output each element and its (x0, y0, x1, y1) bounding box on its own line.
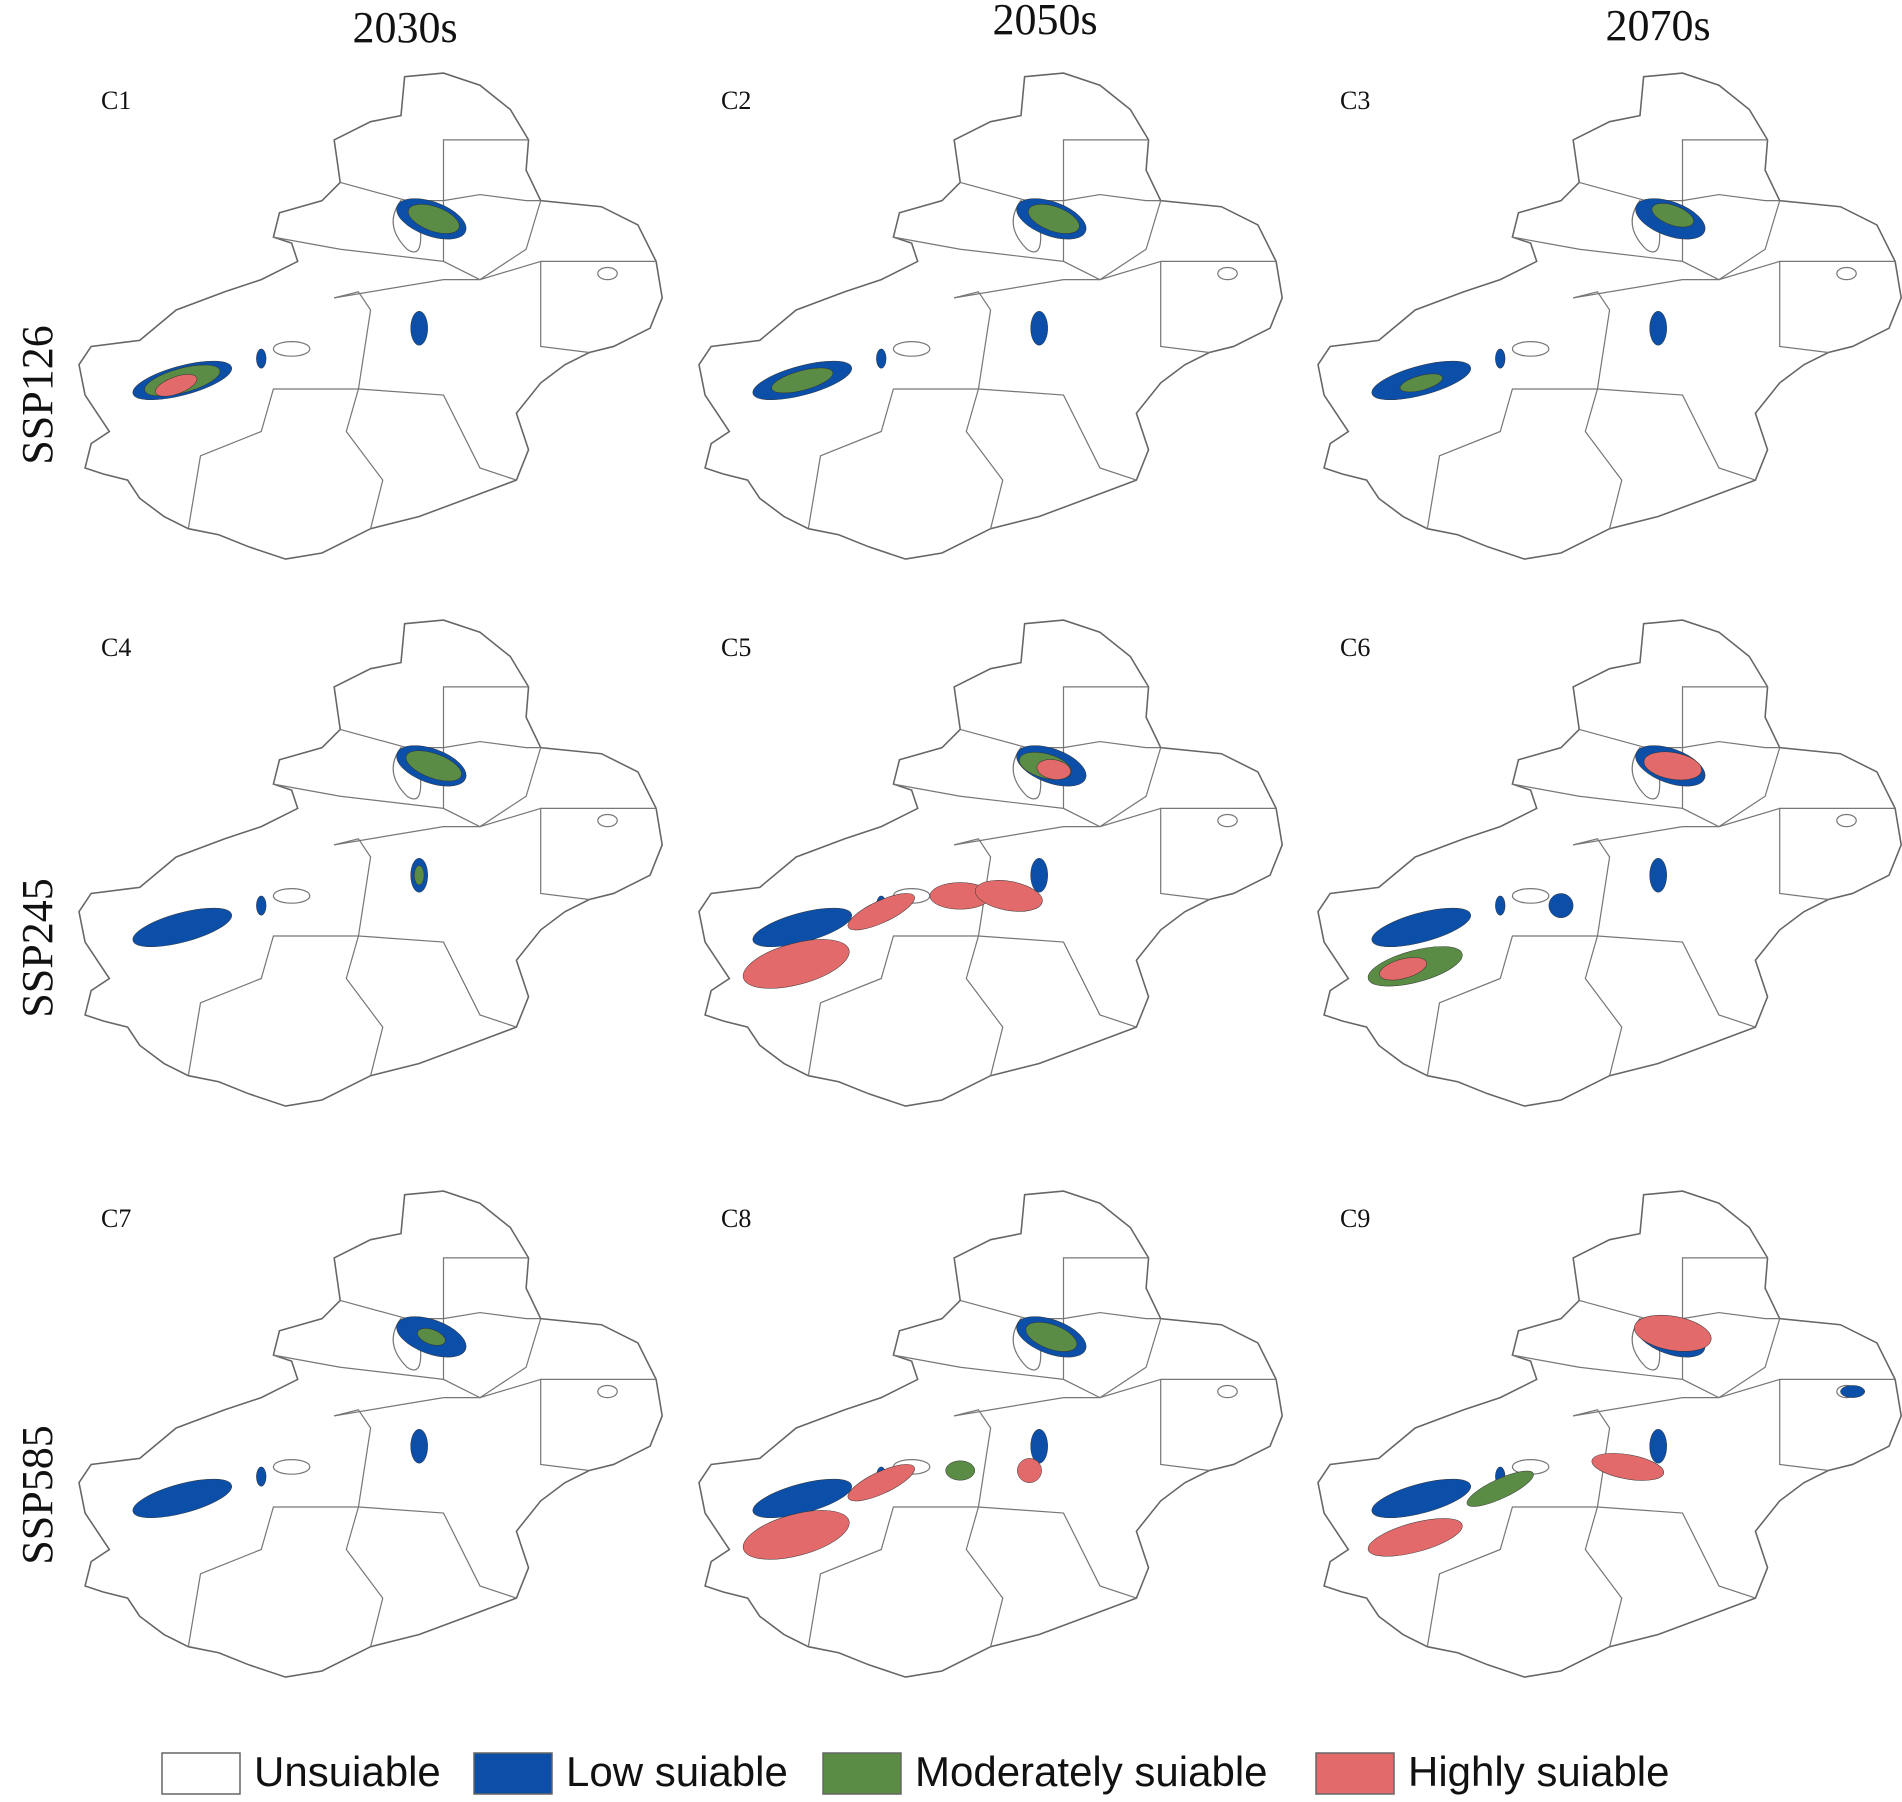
region-map (78, 72, 663, 560)
suitability-area (1634, 1314, 1712, 1352)
suitability-area (847, 1464, 915, 1502)
region-map (698, 619, 1283, 1107)
legend-swatch (161, 1752, 241, 1795)
suitability-area (132, 907, 232, 948)
panel-label: C6 (1340, 633, 1370, 662)
panel-label: C4 (101, 633, 131, 662)
suitability-area (132, 1478, 232, 1519)
map-panel (698, 72, 1283, 560)
panel-label: C2 (721, 86, 751, 115)
suitability-area (1379, 957, 1427, 981)
region-map (78, 1190, 663, 1678)
suitability-area (1466, 1470, 1534, 1507)
suitability-area (405, 750, 462, 782)
suitability-area (1025, 1322, 1078, 1352)
region-map (698, 72, 1283, 560)
map-panel (1317, 72, 1902, 560)
panel-label: C9 (1340, 1204, 1370, 1233)
suitability-area (1495, 895, 1506, 916)
suitability-area (1030, 857, 1048, 893)
panel-label: C3 (1340, 86, 1370, 115)
suitability-area (945, 1460, 976, 1481)
suitability-area (256, 895, 267, 916)
map-panel (698, 619, 1283, 1107)
map-panel (698, 1190, 1283, 1678)
suitability-area (155, 374, 198, 397)
legend: Unsuiable Low suiable Moderately suiable Hi… (161, 1748, 1669, 1795)
map-panel (78, 1190, 663, 1678)
suitability-area (1030, 310, 1048, 346)
suitability-area (1028, 204, 1080, 234)
suitability-area (974, 880, 1043, 912)
suitability-area (1548, 893, 1574, 918)
legend-label: Unsuiable (254, 1748, 441, 1795)
region-map (1317, 1190, 1902, 1678)
suitability-area (1643, 751, 1702, 781)
panel-label: C7 (101, 1204, 131, 1233)
suitability-area (1017, 1458, 1042, 1483)
suitability-area (410, 1428, 428, 1464)
region-map (78, 619, 663, 1107)
map-panel (78, 619, 663, 1107)
panel-label: C5 (721, 633, 751, 662)
suitability-area (1495, 348, 1506, 369)
column-header: 2070s (1605, 1, 1710, 50)
panels: C1 C2 C3 C4 C5 C6 C7 C8 C9 (78, 72, 1902, 1678)
suitability-area (414, 865, 425, 886)
panel-label: C8 (721, 1204, 751, 1233)
row-label: SSP585 (13, 1425, 62, 1564)
suitability-area (876, 348, 887, 369)
suitability-area (256, 1466, 267, 1487)
suitability-area (1649, 1428, 1667, 1464)
legend-swatch (822, 1752, 902, 1795)
suitability-area (1649, 857, 1667, 893)
map-panel (78, 72, 663, 560)
suitability-area (1649, 310, 1667, 346)
region-map (1317, 619, 1902, 1107)
suitability-area (417, 1328, 446, 1346)
suitability-area (410, 310, 428, 346)
suitability-area (1371, 907, 1471, 948)
suitability-area (1371, 1478, 1471, 1519)
legend-label: Moderately suiable (915, 1748, 1268, 1795)
legend-label: Low suiable (566, 1748, 788, 1795)
row-label: SSP126 (13, 325, 62, 464)
suitability-area (1036, 759, 1071, 780)
suitability-area (1591, 1453, 1665, 1481)
suitability-area (742, 1510, 850, 1560)
suitability-area (1840, 1385, 1865, 1398)
suitability-area (1367, 1518, 1463, 1557)
column-header: 2030s (352, 3, 457, 52)
suitability-area (847, 893, 915, 931)
legend-swatch (1315, 1752, 1395, 1795)
map-panel (1317, 619, 1902, 1107)
suitability-area (742, 939, 850, 989)
region-map (1317, 72, 1902, 560)
panel-label: C1 (101, 86, 131, 115)
suitability-area (408, 204, 460, 234)
region-map (698, 1190, 1283, 1678)
suitability-area (256, 348, 267, 369)
suitability-area (1030, 1428, 1048, 1464)
suitability-area (1399, 373, 1443, 393)
legend-swatch (473, 1752, 553, 1795)
suitability-area (771, 367, 834, 394)
legend-label: Highly suiable (1408, 1748, 1669, 1795)
suitability-area (1651, 203, 1694, 228)
column-header: 2050s (992, 0, 1097, 44)
row-label: SSP245 (13, 878, 62, 1017)
map-panel (1317, 1190, 1902, 1678)
